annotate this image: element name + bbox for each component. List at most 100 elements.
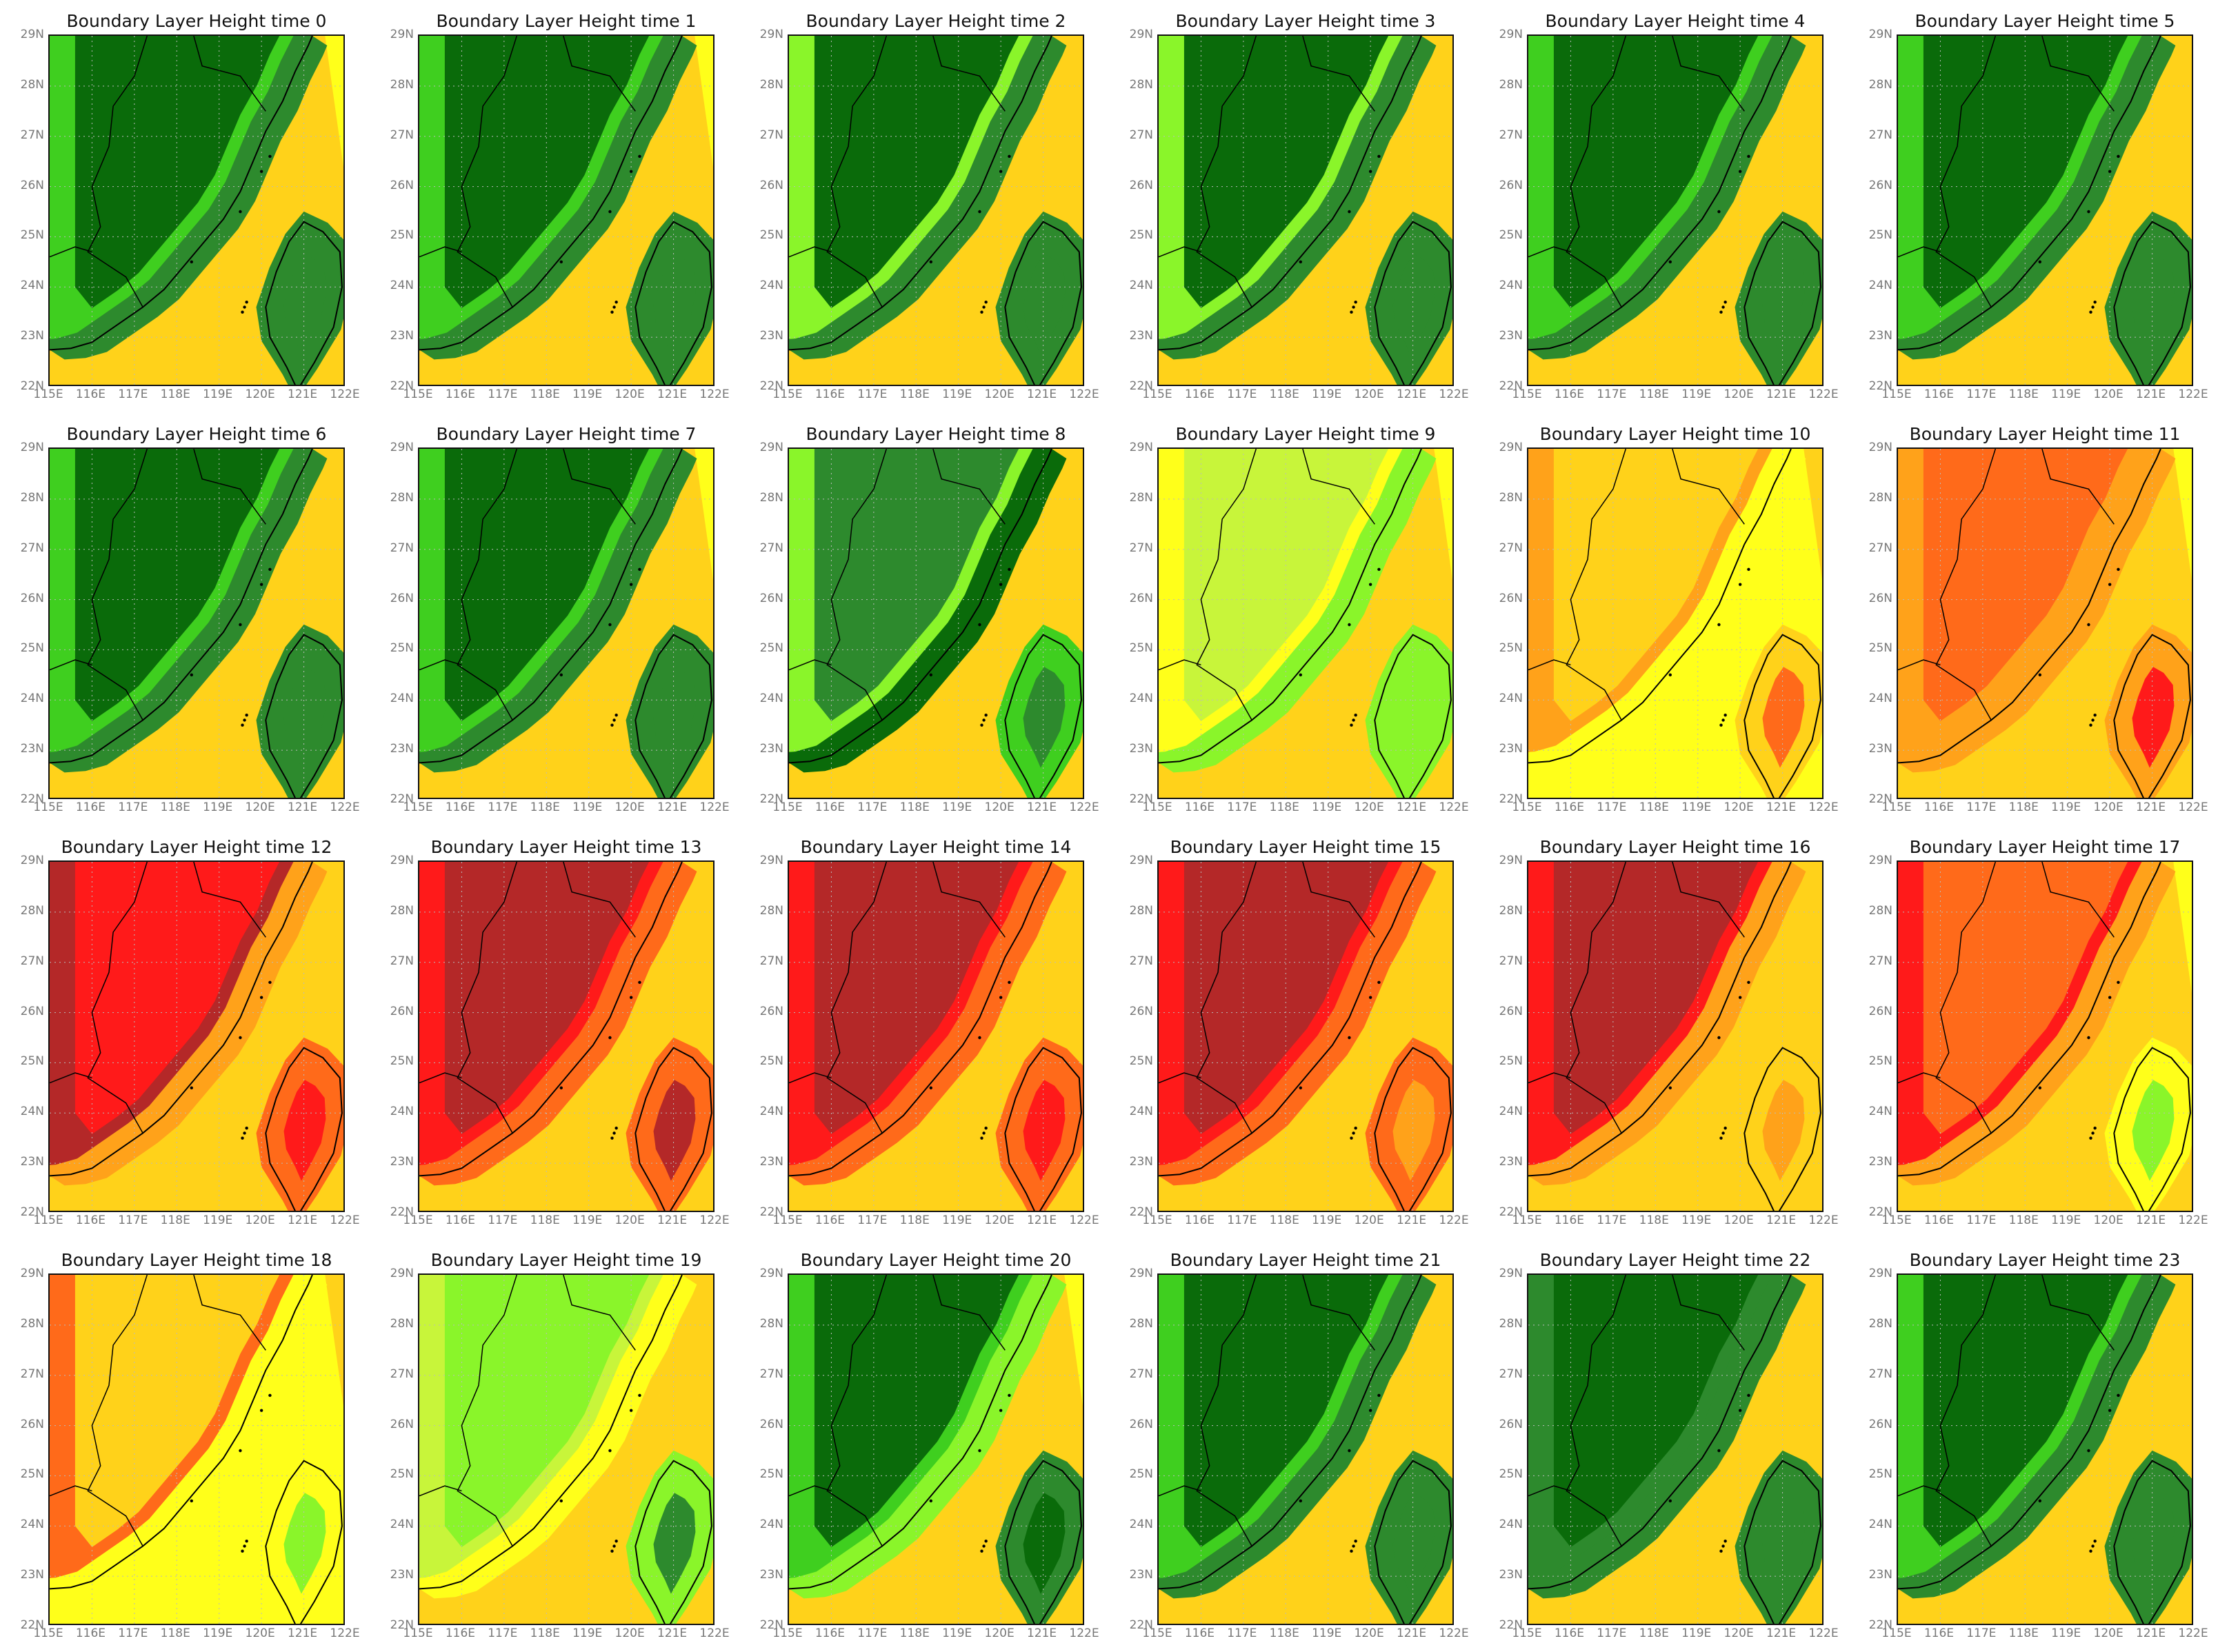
lon-tick-label: 119E bbox=[1312, 387, 1342, 401]
land-fill bbox=[74, 1275, 287, 1547]
taiwan-outline bbox=[265, 221, 343, 385]
contour-map bbox=[48, 447, 345, 799]
lat-tick-label: 29N bbox=[390, 1267, 414, 1280]
lat-tick-label: 27N bbox=[1129, 954, 1153, 968]
lon-tick-label: 118E bbox=[1639, 800, 1669, 814]
land-fill bbox=[74, 862, 287, 1134]
lat-tick-label: 24N bbox=[1499, 692, 1523, 706]
lat-tick-label: 24N bbox=[1868, 1105, 1892, 1119]
lon-tick-label: 120E bbox=[1724, 1626, 1754, 1640]
island-dot bbox=[1721, 305, 1725, 309]
lat-tick-label: 22N bbox=[390, 379, 414, 393]
lon-tick-label: 122E bbox=[1808, 387, 1839, 401]
land-fill bbox=[814, 36, 1026, 308]
contour-map bbox=[418, 1273, 715, 1625]
map-panel: Boundary Layer Height time 14 29N 28N 27N 26… bbox=[739, 826, 1109, 1239]
panel-title: Boundary Layer Height time 1 bbox=[436, 11, 697, 31]
map-panel: Boundary Layer Height time 0 29N 28N 27N 26N… bbox=[0, 0, 370, 413]
province-border bbox=[2041, 449, 2115, 525]
contour-map bbox=[1527, 860, 1824, 1212]
lon-tick-label: 120E bbox=[245, 387, 275, 401]
lat-tick-label: 29N bbox=[1868, 28, 1892, 41]
island-dot bbox=[615, 1126, 618, 1130]
province-border bbox=[563, 862, 636, 938]
lat-tick-label: 24N bbox=[1868, 692, 1892, 706]
coast-band-fill bbox=[789, 36, 1067, 360]
island-dot bbox=[245, 1539, 248, 1543]
lon-tick-label: 119E bbox=[572, 387, 603, 401]
lon-tick-label: 118E bbox=[160, 1626, 190, 1640]
land-fill bbox=[1553, 862, 1766, 1134]
island-dot bbox=[1377, 567, 1381, 572]
panel-title: Boundary Layer Height time 16 bbox=[1539, 837, 1811, 857]
taiwan-outline bbox=[1374, 1047, 1452, 1211]
lat-tick-label: 28N bbox=[1129, 1316, 1153, 1331]
lat-tick-label: 27N bbox=[1499, 954, 1523, 968]
lon-tick-label: 117E bbox=[488, 800, 518, 814]
map-panel: Boundary Layer Height time 1 29N 28N 27N 26N… bbox=[370, 0, 739, 413]
lon-tick-label: 115E bbox=[1142, 1626, 1172, 1640]
lat-tick-label: 22N bbox=[1129, 379, 1153, 393]
island-dot bbox=[612, 1544, 616, 1548]
island-dot bbox=[980, 1136, 983, 1140]
island-dot bbox=[2087, 623, 2090, 627]
island-dot bbox=[1719, 723, 1723, 727]
taiwan-outline bbox=[635, 1047, 712, 1211]
coast-band-fill bbox=[1898, 1275, 2176, 1599]
lon-tick-label: 119E bbox=[942, 387, 972, 401]
lon-tick-label: 121E bbox=[1396, 1213, 1427, 1227]
lat-tick-label: 23N bbox=[1499, 1568, 1523, 1582]
island-dot bbox=[2108, 1409, 2112, 1412]
coastline bbox=[1898, 862, 2161, 1177]
lon-tick-label: 122E bbox=[699, 1213, 730, 1227]
panel-title: Boundary Layer Height time 5 bbox=[1915, 11, 2175, 31]
lon-tick-label: 115E bbox=[1512, 387, 1542, 401]
lon-tick-label: 119E bbox=[2051, 800, 2081, 814]
contour-map bbox=[418, 447, 715, 799]
lat-tick-label: 24N bbox=[1499, 1105, 1523, 1119]
lat-tick-label: 29N bbox=[1499, 28, 1523, 41]
taiwan-core-fill bbox=[1392, 667, 1435, 768]
lon-tick-label: 121E bbox=[1766, 1213, 1797, 1227]
province-border bbox=[826, 36, 888, 308]
lon-tick-label: 121E bbox=[2135, 387, 2166, 401]
lon-tick-label: 117E bbox=[1966, 387, 1997, 401]
island-dot bbox=[2038, 1499, 2041, 1503]
lat-tick-label: 26N bbox=[1499, 591, 1523, 605]
map-panel: Boundary Layer Height time 16 29N 28N 27N 26… bbox=[1479, 826, 1848, 1239]
lon-tick-label: 121E bbox=[657, 800, 688, 814]
coast-band-fill bbox=[1159, 1275, 1437, 1599]
province-border bbox=[1566, 449, 1627, 721]
island-dot bbox=[239, 623, 242, 627]
island-dot bbox=[243, 1131, 246, 1135]
lon-tick-label: 119E bbox=[2051, 1626, 2081, 1640]
lat-tick-label: 23N bbox=[1868, 742, 1892, 756]
panel-title: Boundary Layer Height time 9 bbox=[1175, 424, 1436, 444]
taiwan-outline bbox=[1004, 1047, 1082, 1211]
lat-tick-label: 24N bbox=[1499, 1518, 1523, 1532]
lat-tick-label: 27N bbox=[390, 954, 414, 968]
lat-tick-label: 29N bbox=[1129, 854, 1153, 867]
coast-band-fill bbox=[789, 1275, 1067, 1599]
lat-tick-label: 24N bbox=[390, 279, 414, 293]
lon-tick-label: 119E bbox=[942, 1626, 972, 1640]
island-dot bbox=[1350, 723, 1353, 727]
island-dot bbox=[1008, 567, 1011, 572]
lat-tick-label: 23N bbox=[390, 1155, 414, 1169]
coastline bbox=[1528, 1275, 1792, 1590]
island-dot bbox=[1668, 1499, 1672, 1503]
island-dot bbox=[243, 305, 246, 309]
province-border bbox=[1302, 1275, 1375, 1351]
lat-tick-label: 28N bbox=[759, 77, 783, 92]
province-border bbox=[932, 36, 1006, 112]
lon-tick-label: 120E bbox=[245, 1626, 275, 1640]
taiwan-core-fill bbox=[653, 1493, 696, 1594]
lat-tick-label: 24N bbox=[759, 1518, 783, 1532]
lat-tick-label: 25N bbox=[20, 1467, 44, 1482]
lon-tick-label: 120E bbox=[2093, 1213, 2124, 1227]
island-dot bbox=[980, 723, 983, 727]
taiwan-core-fill bbox=[283, 667, 326, 768]
panel-title: Boundary Layer Height time 13 bbox=[430, 837, 702, 857]
island-dot bbox=[2038, 260, 2041, 264]
lat-tick-label: 23N bbox=[1129, 1568, 1153, 1582]
